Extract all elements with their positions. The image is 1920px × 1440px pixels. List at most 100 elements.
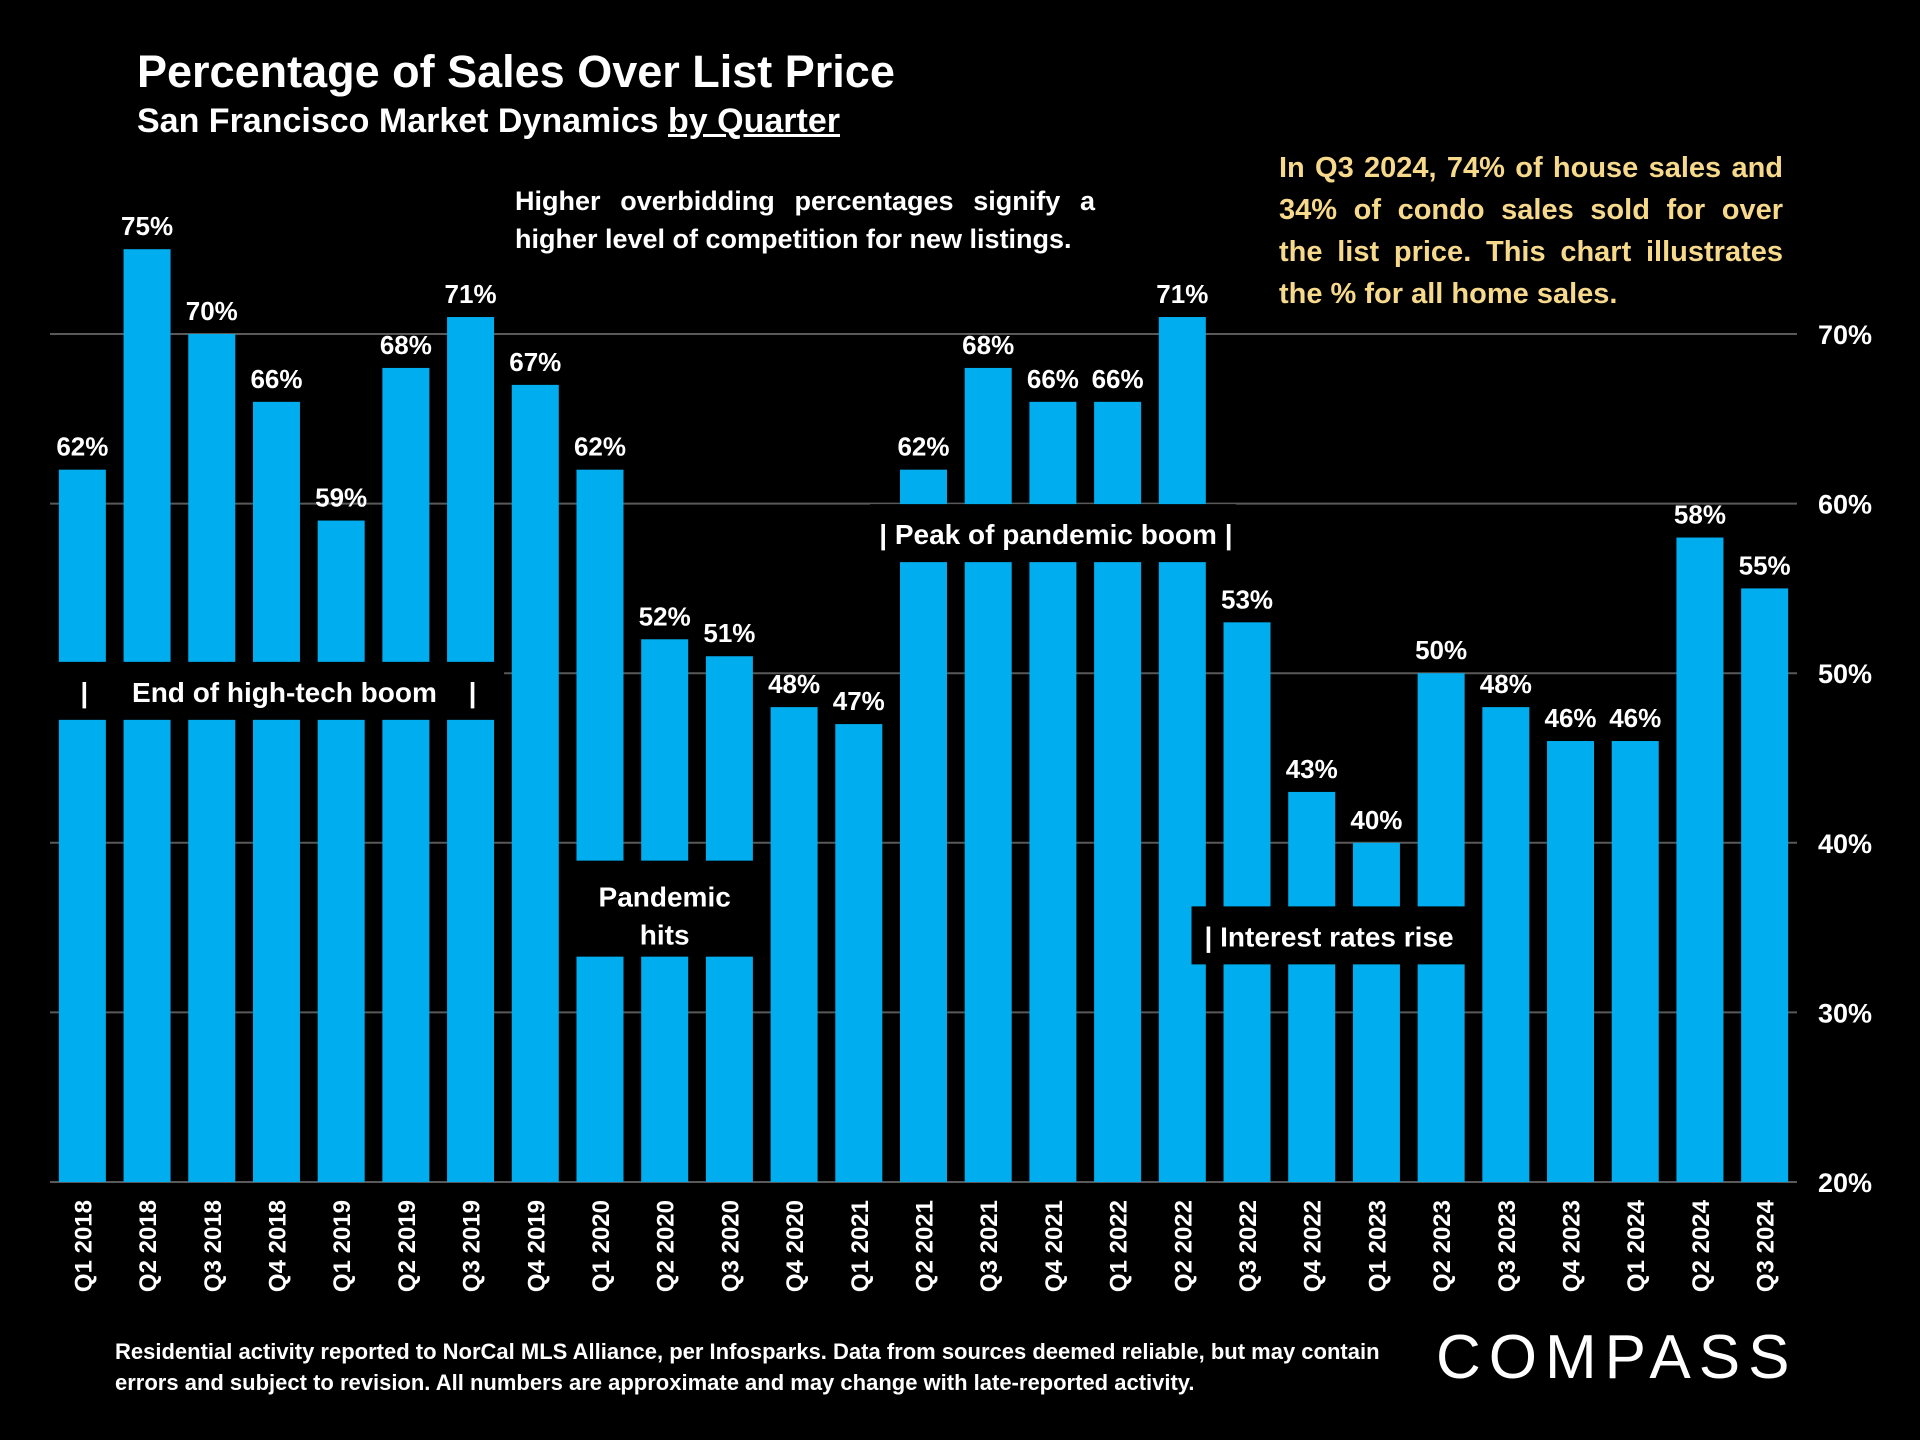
bar — [900, 469, 947, 1182]
data-label: 66% — [1027, 364, 1079, 394]
data-label: 53% — [1221, 584, 1273, 614]
y-tick-label: 40% — [1818, 829, 1872, 859]
bar — [835, 724, 883, 1182]
y-tick-label: 50% — [1818, 659, 1872, 689]
annotation-pandemic-hits: hits — [640, 920, 690, 951]
annotation-pandemic-hits: Pandemic — [599, 882, 731, 913]
x-tick-label: Q1 2019 — [329, 1200, 356, 1292]
data-label: 51% — [703, 618, 755, 648]
compass-logo: COMPASS — [1436, 1323, 1798, 1392]
data-label: 55% — [1739, 550, 1791, 580]
x-tick-label: Q4 2018 — [264, 1200, 291, 1292]
subtitle-by-quarter: by Quarter — [668, 102, 840, 140]
x-tick-label: Q4 2022 — [1300, 1200, 1327, 1292]
data-label: 46% — [1545, 703, 1597, 733]
x-tick-label: Q1 2022 — [1106, 1200, 1133, 1292]
bar — [447, 317, 495, 1182]
annotation-high-tech-boom: End of high-tech boom — [132, 677, 437, 708]
x-tick-label: Q3 2020 — [717, 1200, 744, 1292]
data-label: 68% — [962, 330, 1014, 360]
source-disclaimer: Residential activity reported to NorCal … — [115, 1339, 1380, 1395]
data-label: 62% — [897, 432, 949, 462]
data-label: 40% — [1350, 805, 1402, 835]
x-tick-label: Q2 2021 — [912, 1200, 939, 1292]
bar — [252, 401, 300, 1183]
data-label: 71% — [445, 279, 497, 309]
x-tick-label: Q1 2021 — [847, 1200, 874, 1292]
annotation-box — [48, 661, 505, 720]
x-tick-label: Q1 2018 — [70, 1200, 97, 1292]
bar — [1352, 842, 1400, 1182]
annotation-bracket: | — [80, 677, 88, 708]
data-label: 47% — [833, 686, 885, 716]
data-label: 52% — [639, 601, 691, 631]
bar — [1482, 707, 1530, 1182]
data-label: 66% — [250, 364, 302, 394]
x-tick-label: Q3 2019 — [459, 1200, 486, 1292]
data-label: 48% — [768, 669, 820, 699]
x-tick-label: Q2 2024 — [1688, 1199, 1715, 1292]
x-tick-label: Q4 2019 — [523, 1200, 550, 1292]
annotations: End of high-tech boom | | | Peak of pandemi… — [48, 504, 1467, 965]
x-tick-label: Q1 2020 — [588, 1200, 615, 1292]
data-label: 75% — [121, 211, 173, 241]
x-tick-label: Q2 2019 — [394, 1200, 421, 1292]
data-label: 68% — [380, 330, 432, 360]
chart-title: Percentage of Sales Over List Price — [137, 46, 895, 97]
annotation-box — [870, 504, 1236, 563]
bar — [1158, 317, 1206, 1182]
bar — [770, 707, 818, 1182]
data-label: 62% — [56, 432, 108, 462]
data-label: 66% — [1092, 364, 1144, 394]
annotation-interest-rates: | Interest rates rise — [1205, 921, 1454, 952]
annotation-pandemic-boom: | Peak of pandemic boom | — [879, 519, 1232, 550]
x-tick-label: Q3 2022 — [1235, 1200, 1262, 1292]
bar — [382, 367, 430, 1182]
x-tick-label: Q3 2023 — [1494, 1200, 1521, 1292]
q3-2024-note: In Q3 2024, 74% of house sales and 34% o… — [1279, 152, 1783, 310]
y-axis-ticks: 20% 30% 40% 50% 60% 70% — [1818, 320, 1872, 1198]
data-label: 46% — [1609, 703, 1661, 733]
x-tick-label: Q4 2023 — [1559, 1200, 1586, 1292]
bar — [511, 384, 559, 1182]
x-tick-label: Q1 2023 — [1364, 1200, 1391, 1292]
bar — [1288, 791, 1336, 1182]
x-tick-label: Q4 2020 — [782, 1200, 809, 1292]
bar — [964, 367, 1012, 1182]
annotation-bracket: | — [469, 677, 477, 708]
bar — [1741, 588, 1789, 1182]
bar — [58, 469, 106, 1182]
y-tick-label: 60% — [1818, 490, 1872, 520]
bar — [317, 520, 365, 1182]
y-tick-label: 30% — [1818, 998, 1872, 1028]
x-tick-label: Q2 2018 — [135, 1200, 162, 1292]
bar — [1547, 741, 1595, 1182]
annotation-box — [1191, 906, 1467, 965]
x-tick-label: Q2 2023 — [1429, 1200, 1456, 1292]
x-tick-label: Q2 2020 — [653, 1200, 680, 1292]
data-label: 50% — [1415, 635, 1467, 665]
subtitle-prefix: San Francisco Market Dynamics — [137, 102, 669, 140]
y-tick-label: 20% — [1818, 1168, 1872, 1198]
x-tick-label: Q4 2021 — [1041, 1200, 1068, 1292]
bar — [1223, 622, 1271, 1182]
data-label: 59% — [315, 483, 367, 513]
competition-note: Higher overbidding percentages signify a… — [515, 186, 1095, 254]
bar — [1676, 537, 1724, 1182]
bar — [188, 334, 236, 1182]
chart-subtitle: San Francisco Market Dynamics by Quarter — [137, 102, 840, 141]
bar — [576, 469, 624, 1182]
data-labels: 62% 75% 70% 66% 59% 68% 71% 67% 62% 52% 51% 48% 47% 6… — [56, 211, 1790, 835]
data-label: 71% — [1156, 279, 1208, 309]
x-tick-label: Q3 2024 — [1753, 1199, 1780, 1292]
annotation-box — [564, 860, 767, 957]
data-label: 70% — [186, 296, 238, 326]
data-label: 67% — [509, 347, 561, 377]
data-label: 48% — [1480, 669, 1532, 699]
y-tick-label: 70% — [1818, 320, 1872, 350]
x-tick-label: Q2 2022 — [1170, 1200, 1197, 1292]
data-label: 58% — [1674, 500, 1726, 530]
x-axis-ticks: Q1 2018 Q2 2018 Q3 2018 Q4 2018 Q1 2019 Q2 20… — [70, 1199, 1779, 1292]
bar — [1611, 741, 1659, 1182]
